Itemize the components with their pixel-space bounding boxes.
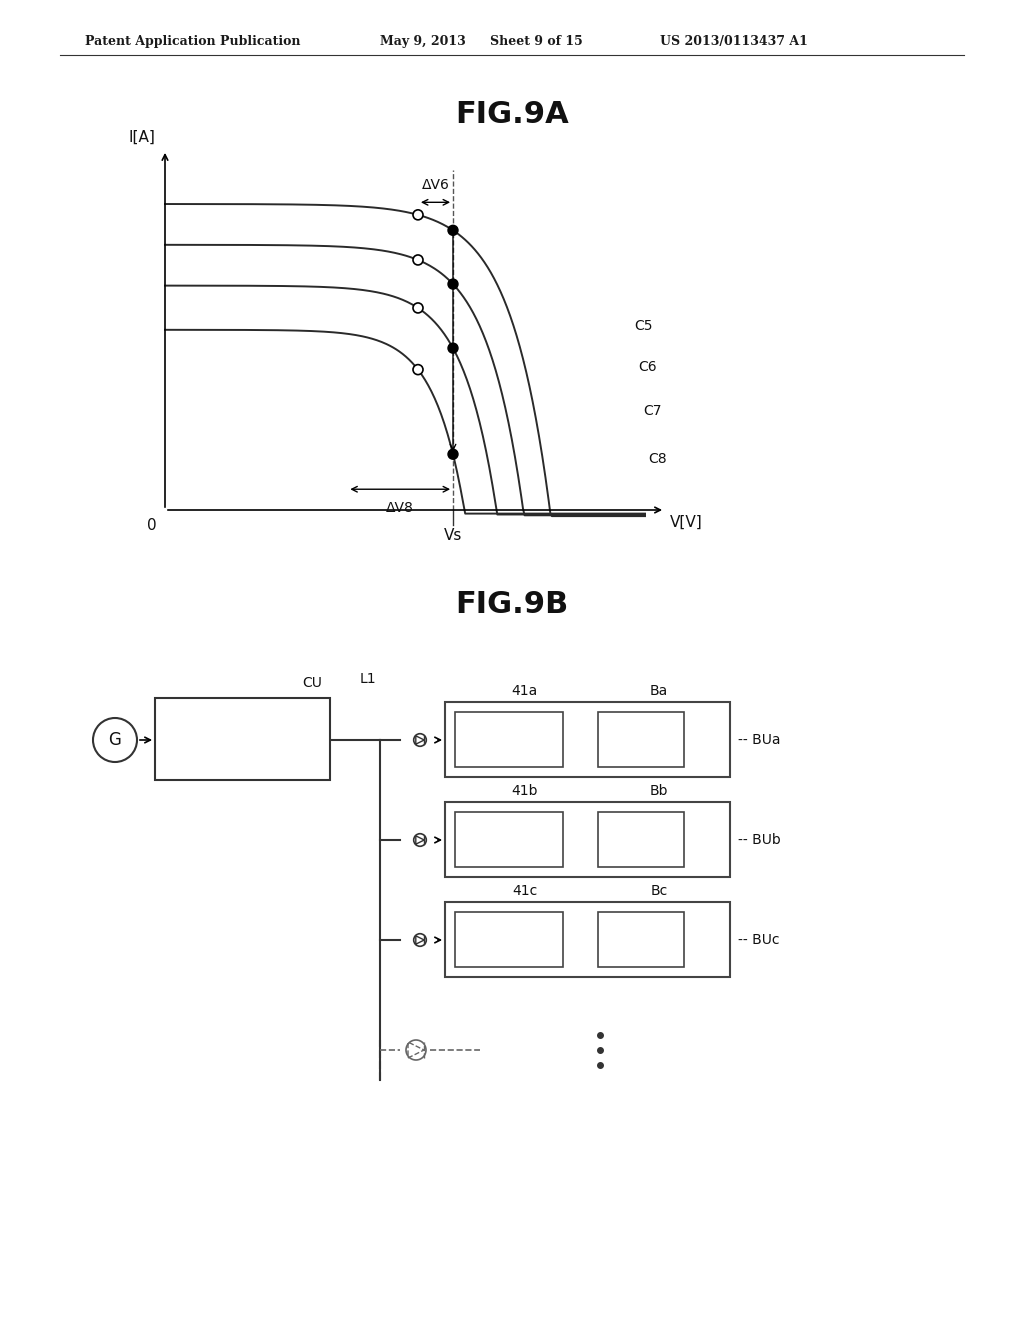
Circle shape bbox=[449, 226, 458, 235]
Text: V[V]: V[V] bbox=[670, 515, 702, 531]
Text: Patent Application Publication: Patent Application Publication bbox=[85, 36, 300, 48]
Text: C5: C5 bbox=[634, 319, 652, 334]
Text: I[A]: I[A] bbox=[128, 129, 155, 145]
Text: FIG.9A: FIG.9A bbox=[455, 100, 569, 129]
Text: Vs: Vs bbox=[443, 528, 462, 543]
Circle shape bbox=[414, 834, 426, 846]
Text: C7: C7 bbox=[643, 404, 662, 418]
Text: 41a: 41a bbox=[512, 684, 538, 698]
Text: 41c: 41c bbox=[512, 884, 538, 898]
Circle shape bbox=[413, 255, 423, 265]
Text: FIG.9B: FIG.9B bbox=[456, 590, 568, 619]
FancyBboxPatch shape bbox=[445, 902, 730, 977]
Text: 0: 0 bbox=[147, 517, 157, 533]
Text: ΔV6: ΔV6 bbox=[422, 178, 450, 193]
Circle shape bbox=[406, 1040, 426, 1060]
Text: May 9, 2013: May 9, 2013 bbox=[380, 36, 466, 48]
Text: -- BUb: -- BUb bbox=[738, 833, 780, 847]
FancyBboxPatch shape bbox=[445, 803, 730, 876]
Text: Sheet 9 of 15: Sheet 9 of 15 bbox=[490, 36, 583, 48]
Text: -- BUc: -- BUc bbox=[738, 933, 779, 946]
Circle shape bbox=[413, 210, 423, 220]
Circle shape bbox=[449, 279, 458, 289]
Text: 41b: 41b bbox=[512, 784, 538, 799]
Text: -- BUa: -- BUa bbox=[738, 733, 780, 747]
Circle shape bbox=[414, 933, 426, 946]
Text: Bb: Bb bbox=[649, 784, 668, 799]
FancyBboxPatch shape bbox=[598, 912, 684, 968]
FancyBboxPatch shape bbox=[455, 912, 563, 968]
FancyBboxPatch shape bbox=[598, 812, 684, 867]
Text: Ba: Ba bbox=[649, 684, 668, 698]
Circle shape bbox=[413, 304, 423, 313]
Text: G: G bbox=[109, 731, 122, 748]
Circle shape bbox=[449, 343, 458, 354]
Circle shape bbox=[413, 364, 423, 375]
Text: L1: L1 bbox=[360, 672, 377, 686]
Text: CU: CU bbox=[302, 676, 322, 690]
FancyBboxPatch shape bbox=[455, 711, 563, 767]
Text: ΔV8: ΔV8 bbox=[386, 502, 414, 515]
Text: C8: C8 bbox=[648, 451, 667, 466]
Circle shape bbox=[449, 449, 458, 459]
Text: US 2013/0113437 A1: US 2013/0113437 A1 bbox=[660, 36, 808, 48]
Text: Bc: Bc bbox=[650, 884, 668, 898]
Text: C6: C6 bbox=[639, 360, 657, 374]
FancyBboxPatch shape bbox=[445, 702, 730, 777]
Circle shape bbox=[93, 718, 137, 762]
FancyBboxPatch shape bbox=[155, 698, 330, 780]
FancyBboxPatch shape bbox=[598, 711, 684, 767]
FancyBboxPatch shape bbox=[455, 812, 563, 867]
Circle shape bbox=[414, 734, 426, 746]
